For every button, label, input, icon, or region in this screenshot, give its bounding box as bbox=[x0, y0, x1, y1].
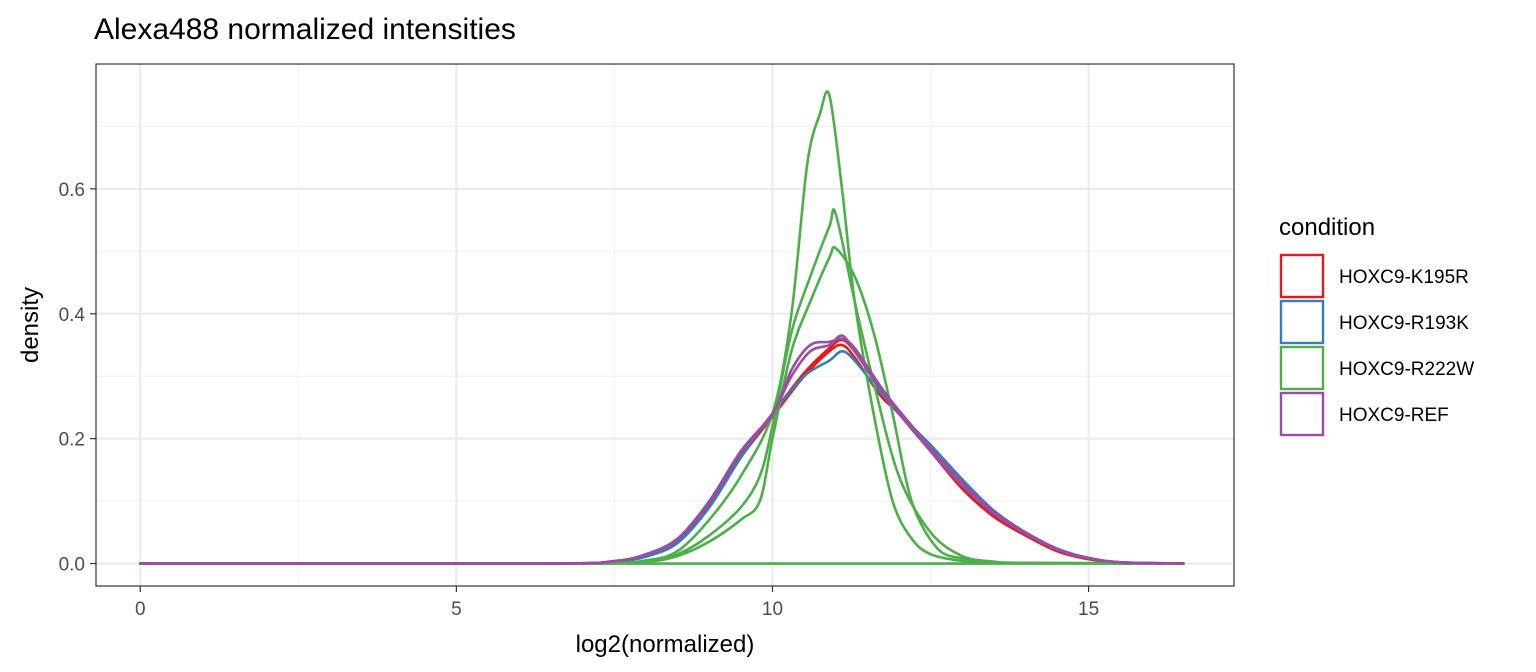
panel-border bbox=[95, 63, 1235, 587]
y-tick-label: 0.6 bbox=[59, 180, 85, 201]
panel-background bbox=[96, 64, 1234, 586]
legend-label-hoxc9-k195r: HOXC9-K195R bbox=[1339, 267, 1469, 288]
series-layer bbox=[138, 90, 1185, 565]
x-tick-label: 15 bbox=[1078, 599, 1099, 620]
legend-key-hoxc9-r193k bbox=[1279, 299, 1325, 345]
plot-panel bbox=[95, 63, 1235, 587]
legend-key-hoxc9-k195r bbox=[1279, 253, 1325, 299]
minor-gridlines bbox=[96, 64, 1234, 586]
density-line-hoxc9-ref-8 bbox=[138, 337, 1185, 565]
legend-label-hoxc9-r222w: HOXC9-R222W bbox=[1339, 359, 1474, 380]
y-axis-title: density bbox=[17, 287, 44, 363]
y-axis: 0.0 0.2 0.4 0.6 bbox=[59, 180, 96, 576]
density-line-hoxc9-r222w-5 bbox=[138, 245, 1185, 565]
x-tick-label: 10 bbox=[762, 599, 783, 620]
x-axis-title: log2(normalized) bbox=[576, 631, 755, 658]
y-tick-label: 0.0 bbox=[59, 555, 85, 576]
y-tick-label: 0.2 bbox=[59, 430, 85, 451]
legend-label-hoxc9-r193k: HOXC9-R193K bbox=[1339, 313, 1469, 334]
legend-label-hoxc9-ref: HOXC9-REF bbox=[1339, 405, 1449, 426]
legend-title: condition bbox=[1279, 214, 1375, 241]
legend-entries: HOXC9-K195R HOXC9-R193K HOXC9-R222W HOXC9-R… bbox=[1279, 253, 1474, 437]
legend-key-hoxc9-r222w bbox=[1279, 345, 1325, 391]
legend: condition HOXC9-K195R HOXC9-R193K HOXC9-R2… bbox=[1279, 214, 1474, 437]
x-tick-label: 5 bbox=[451, 599, 462, 620]
legend-key-hoxc9-ref bbox=[1279, 391, 1325, 437]
y-tick-label: 0.4 bbox=[59, 305, 86, 326]
chart-title: Alexa488 normalized intensities bbox=[94, 13, 516, 46]
x-axis: 0 5 10 15 bbox=[135, 586, 1099, 620]
x-tick-label: 0 bbox=[135, 599, 146, 620]
